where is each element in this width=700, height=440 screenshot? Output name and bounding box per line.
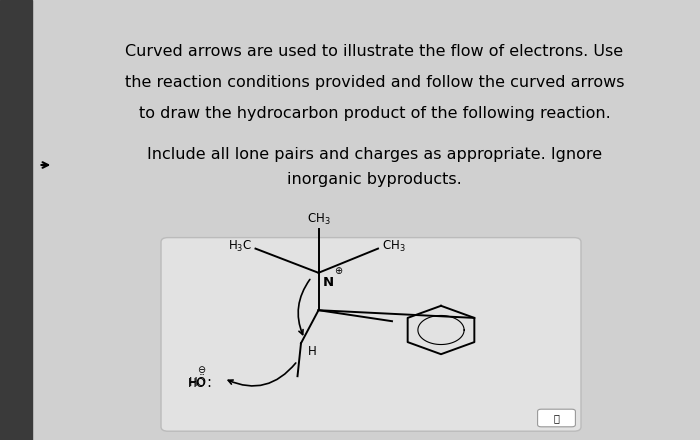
Bar bbox=[0, 0, 32, 440]
Text: $\oplus$: $\oplus$ bbox=[334, 265, 343, 276]
FancyArrowPatch shape bbox=[298, 279, 310, 334]
FancyBboxPatch shape bbox=[538, 409, 575, 427]
Text: $\ominus$: $\ominus$ bbox=[197, 364, 206, 375]
Text: $\mathregular{H_3C}$: $\mathregular{H_3C}$ bbox=[228, 239, 252, 254]
Text: H: H bbox=[308, 345, 316, 359]
Text: $\mathregular{N}$: $\mathregular{N}$ bbox=[322, 276, 334, 290]
Text: the reaction conditions provided and follow the curved arrows: the reaction conditions provided and fol… bbox=[125, 75, 624, 90]
Text: $\mathregular{CH_3}$: $\mathregular{CH_3}$ bbox=[382, 239, 405, 254]
Text: to draw the hydrocarbon product of the following reaction.: to draw the hydrocarbon product of the f… bbox=[139, 106, 610, 121]
Text: :: : bbox=[206, 375, 211, 390]
Text: Include all lone pairs and charges as appropriate. Ignore: Include all lone pairs and charges as ap… bbox=[147, 147, 602, 162]
FancyBboxPatch shape bbox=[161, 238, 581, 431]
Text: $\mathregular{CH_3}$: $\mathregular{CH_3}$ bbox=[307, 212, 330, 227]
Text: $\mathregular{H\ddot{O}}$: $\mathregular{H\ddot{O}}$ bbox=[187, 374, 206, 391]
Text: HO: HO bbox=[188, 376, 206, 389]
Text: 🔍: 🔍 bbox=[554, 413, 559, 423]
Text: inorganic byproducts.: inorganic byproducts. bbox=[287, 172, 462, 187]
Text: Curved arrows are used to illustrate the flow of electrons. Use: Curved arrows are used to illustrate the… bbox=[125, 44, 624, 59]
FancyArrowPatch shape bbox=[228, 363, 296, 386]
